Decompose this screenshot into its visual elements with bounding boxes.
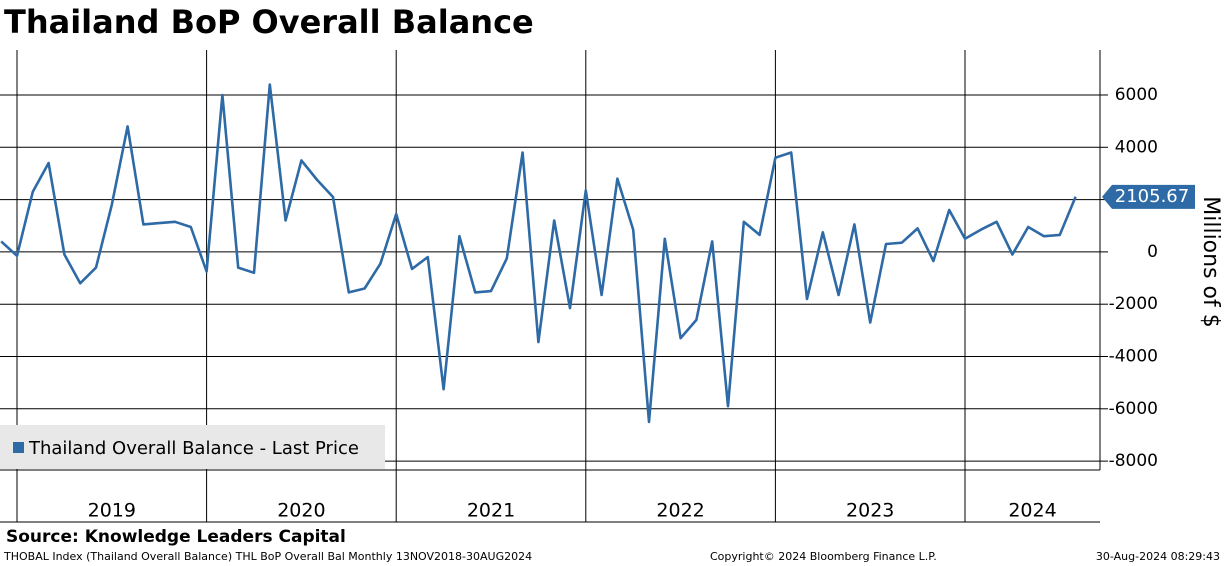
source: Source: Knowledge Leaders Capital [6,527,346,547]
y-tick-label: -8000 [1109,451,1158,471]
footer-center: Copyright© 2024 Bloomberg Finance L.P. [710,550,937,563]
series-line [0,83,1077,424]
legend-box [0,425,385,469]
x-tick-label: 2021 [467,500,515,522]
legend-label: Thailand Overall Balance - Last Price [28,438,359,459]
y-axis-label: Millions of $ [1198,196,1223,327]
x-tick-label: 2019 [88,500,136,522]
last-value-label: 2105.67 [1115,186,1189,207]
y-tick-label: -2000 [1109,294,1158,314]
footer-left: THOBAL Index (Thailand Overall Balance) … [3,550,532,563]
y-tick-label: 0 [1147,242,1158,262]
footer-right: 30-Aug-2024 08:29:43 [1096,550,1220,563]
y-tick-label: 4000 [1115,137,1158,157]
legend-swatch [13,442,24,453]
x-tick-label: 2020 [277,500,325,522]
y-tick-label: -4000 [1109,347,1158,367]
last-value-tag [1102,184,1195,209]
y-tick-label: -6000 [1109,399,1158,419]
y-tick-label: 6000 [1115,85,1158,105]
x-tick-label: 2022 [656,500,704,522]
x-tick-label: 2023 [846,500,894,522]
chart-title: Thailand BoP Overall Balance [4,3,534,41]
x-tick-label: 2024 [1008,500,1056,522]
